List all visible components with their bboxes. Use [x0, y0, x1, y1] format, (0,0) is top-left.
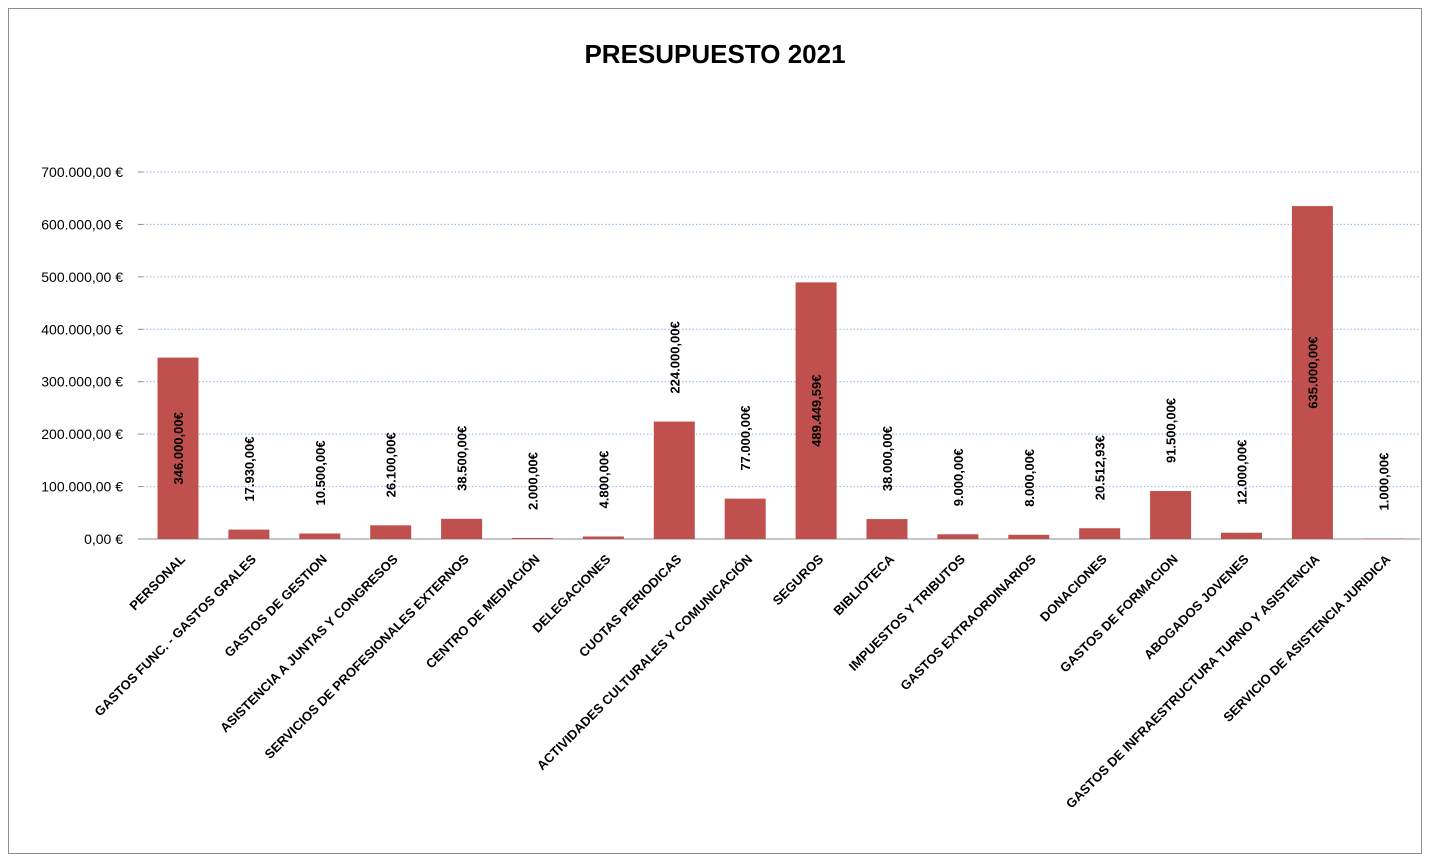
y-tick-label: 100.000,00 €	[41, 479, 123, 495]
data-label: 9.000,00€	[951, 448, 966, 506]
bar	[1291, 206, 1333, 540]
y-tick-label: 600.000,00 €	[41, 216, 123, 232]
y-tick-label: 500.000,00 €	[41, 269, 123, 285]
bar	[937, 534, 979, 539]
data-label: 635.000,00€	[1305, 336, 1320, 408]
data-label: 346.000,00€	[171, 412, 186, 484]
data-label: 20.512,93€	[1093, 435, 1108, 500]
x-tick-label: CENTRO DE MEDIACIÓN	[423, 552, 543, 672]
bar	[1008, 534, 1050, 539]
chart-frame: PRESUPUESTO 2021	[8, 8, 1422, 854]
x-tick-label: GASTOS DE FORMACION	[1057, 552, 1181, 676]
x-tick-label: PERSONAL	[126, 551, 188, 613]
bar	[1221, 532, 1262, 539]
data-label: 77.000,00€	[738, 406, 753, 471]
data-label: 10.500,00€	[313, 440, 328, 505]
x-tick-label: BIBLIOTECA	[830, 551, 897, 618]
bar	[866, 519, 908, 539]
bar	[299, 533, 341, 539]
bar	[582, 536, 624, 539]
data-label: 26.100,00€	[384, 432, 399, 497]
bar	[653, 421, 695, 539]
bar	[157, 357, 199, 539]
data-label: 17.930,00€	[242, 437, 257, 502]
data-label: 489.449,59€	[809, 375, 824, 447]
y-tick-label: 400.000,00 €	[41, 321, 123, 337]
bar	[512, 537, 553, 539]
bar	[441, 518, 483, 539]
bar	[795, 282, 837, 539]
y-axis-ticks: 0,00 € 100.000,00 € 200.000,00 € 300.000,00…	[41, 164, 123, 547]
x-tick-label: GASTOS FUNC. - GASTOS GRALES	[91, 551, 259, 719]
x-tick-label: DONACIONES	[1037, 551, 1110, 624]
x-tick-label: GASTOS EXTRAORDINARIOS	[897, 551, 1039, 693]
data-label: 38.500,00€	[455, 426, 470, 491]
y-tick-label: 700.000,00 €	[41, 164, 123, 180]
data-label: 2.000,00€	[526, 452, 541, 510]
bar	[724, 498, 766, 539]
chart-title: PRESUPUESTO 2021	[584, 39, 846, 69]
bars	[157, 206, 1404, 540]
bar	[1079, 528, 1121, 539]
y-tick-label: 200.000,00 €	[41, 426, 123, 442]
data-labels: 346.000,00€ 17.930,00€ 10.500,00€ 26.100,00…	[171, 321, 1391, 510]
x-tick-label: GASTOS DE INFRAESTRUCTURA TURNO Y ASISTE…	[1063, 551, 1323, 811]
data-label: 224.000,00€	[667, 321, 682, 393]
bar	[1362, 538, 1404, 539]
data-label: 4.800,00€	[596, 451, 611, 509]
data-label: 8.000,00€	[1022, 449, 1037, 507]
x-tick-label: IMPUESTOS Y TRIBUTOS	[846, 551, 969, 674]
data-label: 38.000,00€	[880, 426, 895, 491]
data-label: 91.500,00€	[1164, 398, 1179, 463]
bar	[1150, 491, 1192, 539]
y-tick-label: 300.000,00 €	[41, 374, 123, 390]
y-tick-label: 0,00 €	[84, 531, 123, 547]
bar	[228, 529, 270, 539]
data-label: 1.000,00€	[1376, 453, 1391, 511]
bar	[370, 525, 412, 539]
x-tick-label: SEGUROS	[770, 551, 827, 608]
gridlines	[138, 171, 1420, 540]
data-label: 12.000,00€	[1235, 440, 1250, 505]
